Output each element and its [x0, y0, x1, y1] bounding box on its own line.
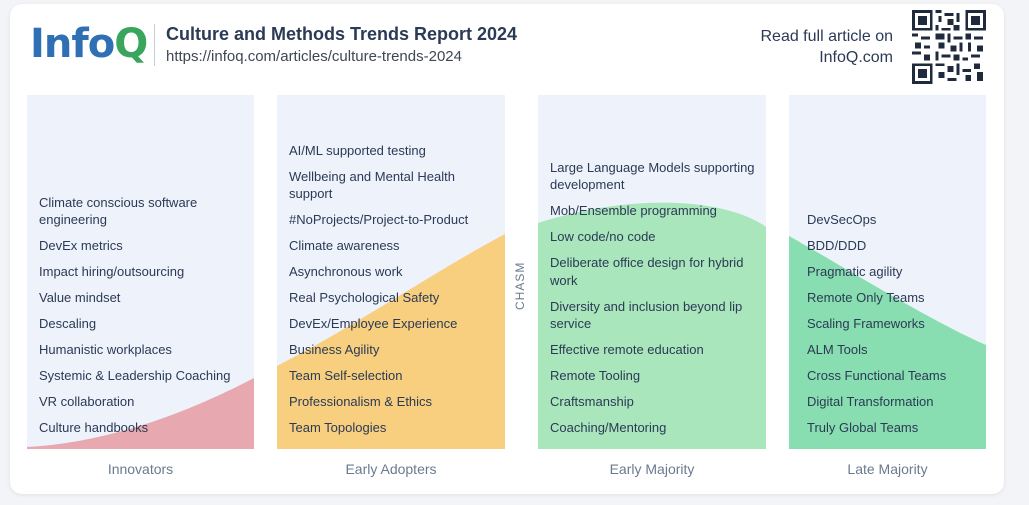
list-item: Culture handbooks	[39, 420, 149, 435]
list-item: Cross Functional Teams	[807, 368, 947, 383]
logo-q-text: Q	[114, 21, 148, 67]
read-line-1: Read full article on	[760, 28, 893, 45]
header-divider	[154, 24, 155, 66]
innovators-list: Climate conscious software engineering D…	[39, 194, 246, 450]
list-item: Descaling	[39, 316, 97, 331]
list-item: AI/ML supported testing	[289, 142, 426, 158]
label-early-majority: Early Majority	[609, 461, 695, 477]
list-item: DevEx metrics	[39, 238, 123, 253]
innovators-curve	[27, 378, 254, 449]
column-early-majority: Large Language Models supporting develop…	[538, 95, 766, 449]
read-full-article-text[interactable]: Read full article on InfoQ.com	[760, 26, 893, 68]
column-innovators: Climate conscious software engineering D…	[27, 95, 254, 449]
list-item: Impact hiring/outsourcing	[39, 264, 185, 279]
list-item: Humanistic workplaces	[39, 342, 172, 357]
list-item: Real Psychological Safety	[289, 290, 440, 305]
early-adopters-curve	[277, 234, 505, 449]
list-item: Effective remote education	[550, 342, 704, 357]
list-item: Climate conscious software engineering	[39, 194, 198, 228]
list-item: Low code/no code	[550, 229, 656, 244]
label-innovators: Innovators	[107, 461, 174, 477]
early-majority-curve	[538, 202, 766, 449]
list-item: Business Agility	[289, 342, 380, 357]
logo-info-text: Info	[30, 21, 115, 67]
qr-code-icon[interactable]	[912, 10, 986, 84]
list-item: Wellbeing and Mental Health support	[289, 168, 455, 202]
column-late-majority: DevSecOps BDD/DDD Pragmatic agility Remo…	[789, 95, 986, 449]
list-item: #NoProjects/Project-to-Product	[289, 212, 469, 227]
list-item: Systemic & Leadership Coaching	[39, 368, 231, 383]
early-adopters-curve-fill	[277, 234, 505, 449]
list-item: DevEx/Employee Experience	[289, 316, 458, 331]
list-item: Value mindset	[39, 290, 121, 305]
list-item: Professionalism & Ethics	[289, 394, 433, 409]
list-item: Remote Only Teams	[807, 290, 925, 305]
late-majority-list: DevSecOps BDD/DDD Pragmatic agility Remo…	[807, 211, 978, 449]
list-item: Large Language Models supporting develop…	[550, 159, 755, 193]
report-url[interactable]: https://infoq.com/articles/culture-trend…	[166, 48, 462, 65]
list-item: Remote Tooling	[550, 368, 641, 383]
report-title: Culture and Methods Trends Report 2024	[166, 24, 518, 44]
infoq-logo[interactable]: InfoQ	[30, 20, 148, 68]
innovators-curve-fill	[27, 378, 254, 449]
list-item: Coaching/Mentoring	[550, 420, 667, 435]
list-item: Craftsmanship	[550, 394, 634, 409]
label-early-adopters: Early Adopters	[345, 461, 437, 477]
chasm-label: CHASM	[513, 261, 527, 310]
list-item: Asynchronous work	[289, 264, 403, 279]
early-adopters-list: AI/ML supported testing Wellbeing and Me…	[289, 142, 497, 450]
list-item: Mob/Ensemble programming	[550, 203, 717, 218]
list-item: Pragmatic agility	[807, 264, 903, 279]
list-item: Truly Global Teams	[807, 420, 919, 435]
list-item: Team Self-selection	[289, 368, 403, 383]
late-majority-curve-fill	[789, 236, 986, 449]
list-item: Climate awareness	[289, 238, 400, 253]
list-item: Scaling Frameworks	[807, 316, 925, 331]
list-item: Digital Transformation	[807, 394, 934, 409]
list-item: Team Topologies	[289, 420, 387, 435]
list-item: Diversity and inclusion beyond lip servi…	[550, 298, 743, 332]
list-item: Deliberate office design for hybrid work	[550, 255, 744, 288]
list-item: DevSecOps	[807, 212, 877, 227]
list-item: VR collaboration	[39, 394, 135, 409]
read-line-2: InfoQ.com	[819, 49, 893, 66]
late-majority-curve	[789, 236, 986, 449]
label-late-majority: Late Majority	[847, 461, 928, 477]
column-early-adopters: AI/ML supported testing Wellbeing and Me…	[277, 95, 505, 449]
list-item: BDD/DDD	[807, 238, 867, 253]
early-majority-curve-fill	[538, 202, 766, 449]
list-item: ALM Tools	[807, 342, 868, 357]
early-majority-list: Large Language Models supporting develop…	[550, 159, 758, 450]
